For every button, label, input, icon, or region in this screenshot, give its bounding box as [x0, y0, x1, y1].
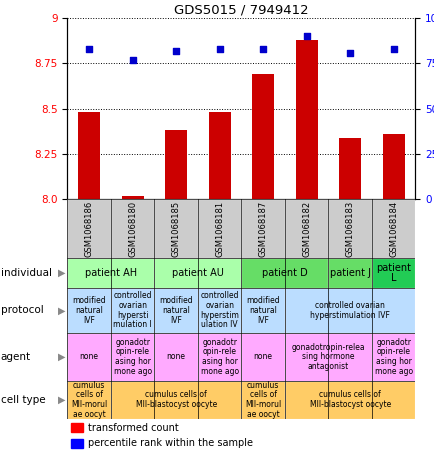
- Text: individual: individual: [1, 268, 52, 278]
- Text: GSM1068182: GSM1068182: [302, 201, 310, 257]
- Text: GSM1068181: GSM1068181: [215, 201, 224, 257]
- Text: GSM1068183: GSM1068183: [345, 201, 354, 257]
- Point: [129, 56, 136, 63]
- Bar: [371, 199, 414, 258]
- Bar: [371, 333, 414, 381]
- Bar: [111, 199, 154, 258]
- Bar: [241, 199, 284, 258]
- Text: agent: agent: [1, 352, 31, 362]
- Bar: [67, 258, 154, 288]
- Text: ▶: ▶: [58, 268, 65, 278]
- Bar: [295, 40, 317, 199]
- Text: GSM1068180: GSM1068180: [128, 201, 137, 257]
- Bar: [197, 333, 241, 381]
- Bar: [111, 288, 154, 333]
- Text: patient J: patient J: [329, 268, 370, 278]
- Text: modified
natural
IVF: modified natural IVF: [159, 296, 193, 324]
- Text: GSM1068187: GSM1068187: [258, 201, 267, 257]
- Bar: [71, 439, 83, 448]
- Text: patient AH: patient AH: [85, 268, 137, 278]
- Title: GDS5015 / 7949412: GDS5015 / 7949412: [174, 4, 308, 17]
- Bar: [154, 288, 197, 333]
- Bar: [154, 258, 241, 288]
- Bar: [67, 381, 111, 419]
- Bar: [284, 199, 328, 258]
- Bar: [252, 74, 273, 199]
- Bar: [284, 381, 414, 419]
- Text: gonadotr
opin-rele
asing hor
mone ago: gonadotr opin-rele asing hor mone ago: [374, 337, 412, 376]
- Point: [389, 45, 396, 53]
- Bar: [328, 199, 371, 258]
- Text: transformed count: transformed count: [88, 423, 179, 433]
- Text: GSM1068185: GSM1068185: [171, 201, 180, 257]
- Text: ▶: ▶: [58, 305, 65, 315]
- Point: [85, 45, 92, 53]
- Text: patient AU: patient AU: [171, 268, 224, 278]
- Bar: [241, 288, 284, 333]
- Text: percentile rank within the sample: percentile rank within the sample: [88, 438, 253, 448]
- Text: ▶: ▶: [58, 352, 65, 362]
- Bar: [371, 258, 414, 288]
- Bar: [78, 112, 100, 199]
- Text: ▶: ▶: [58, 395, 65, 405]
- Text: controlled
ovarian
hyperstim
ulation IV: controlled ovarian hyperstim ulation IV: [200, 291, 239, 329]
- Text: cumulus cells of
MII-blastocyst oocyte: cumulus cells of MII-blastocyst oocyte: [309, 390, 390, 409]
- Bar: [241, 333, 284, 381]
- Text: gonadotr
opin-rele
asing hor
mone ago: gonadotr opin-rele asing hor mone ago: [113, 337, 151, 376]
- Text: cumulus
cells of
MII-morul
ae oocyt: cumulus cells of MII-morul ae oocyt: [71, 381, 107, 419]
- Bar: [382, 134, 404, 199]
- Bar: [197, 288, 241, 333]
- Bar: [339, 138, 360, 199]
- Text: controlled
ovarian
hypersti
mulation I: controlled ovarian hypersti mulation I: [113, 291, 152, 329]
- Bar: [208, 112, 230, 199]
- Text: GSM1068184: GSM1068184: [388, 201, 397, 257]
- Text: none: none: [79, 352, 99, 361]
- Text: patient D: patient D: [261, 268, 307, 278]
- Bar: [284, 333, 371, 381]
- Bar: [154, 333, 197, 381]
- Text: none: none: [253, 352, 272, 361]
- Text: modified
natural
IVF: modified natural IVF: [72, 296, 106, 324]
- Bar: [122, 196, 143, 199]
- Bar: [241, 381, 284, 419]
- Text: controlled ovarian
hyperstimulation IVF: controlled ovarian hyperstimulation IVF: [309, 301, 389, 320]
- Text: modified
natural
IVF: modified natural IVF: [246, 296, 279, 324]
- Point: [346, 49, 353, 56]
- Bar: [165, 130, 187, 199]
- Bar: [241, 258, 328, 288]
- Text: cumulus cells of
MII-blastocyst oocyte: cumulus cells of MII-blastocyst oocyte: [135, 390, 216, 409]
- Bar: [71, 424, 83, 432]
- Bar: [154, 199, 197, 258]
- Bar: [67, 333, 111, 381]
- Text: cell type: cell type: [1, 395, 46, 405]
- Bar: [197, 199, 241, 258]
- Point: [259, 45, 266, 53]
- Point: [216, 45, 223, 53]
- Text: cumulus
cells of
MII-morul
ae oocyt: cumulus cells of MII-morul ae oocyt: [244, 381, 281, 419]
- Bar: [111, 381, 241, 419]
- Text: none: none: [166, 352, 185, 361]
- Bar: [284, 288, 414, 333]
- Text: gonadotropin-relea
sing hormone
antagonist: gonadotropin-relea sing hormone antagoni…: [291, 342, 365, 371]
- Point: [302, 33, 309, 40]
- Text: gonadotr
opin-rele
asing hor
mone ago: gonadotr opin-rele asing hor mone ago: [200, 337, 238, 376]
- Text: patient
L: patient L: [375, 263, 410, 283]
- Text: GSM1068186: GSM1068186: [85, 201, 93, 257]
- Text: protocol: protocol: [1, 305, 43, 315]
- Bar: [111, 333, 154, 381]
- Bar: [67, 199, 111, 258]
- Bar: [328, 258, 371, 288]
- Point: [172, 47, 179, 54]
- Bar: [67, 288, 111, 333]
